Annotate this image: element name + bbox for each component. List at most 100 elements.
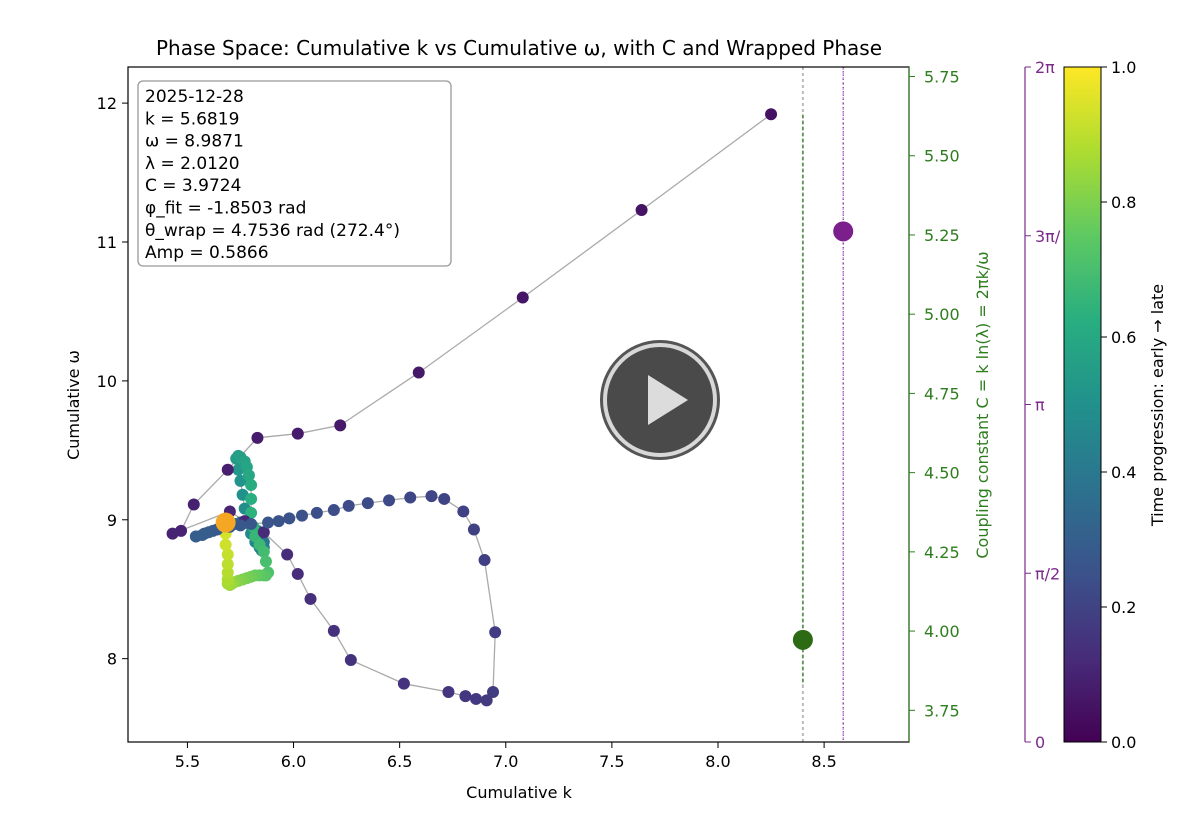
phase-tick-label: π bbox=[1035, 396, 1045, 415]
trajectory-point bbox=[478, 554, 491, 567]
trajectory-dense-point bbox=[245, 492, 258, 505]
trajectory-dense-point bbox=[259, 555, 272, 568]
x-tick-label: 7.0 bbox=[493, 752, 518, 771]
trajectory-point bbox=[342, 499, 355, 512]
y-tick-label: 11 bbox=[97, 233, 117, 252]
trajectory-point bbox=[635, 204, 648, 217]
trajectory-point bbox=[251, 431, 264, 444]
coupling-tick-label: 4.25 bbox=[924, 543, 960, 562]
trajectory-point bbox=[489, 626, 502, 639]
trajectory-point bbox=[272, 515, 285, 528]
coupling-tick-label: 5.25 bbox=[924, 226, 960, 245]
phase-tick-label: 3π/ bbox=[1035, 227, 1061, 246]
annotation-line: k = 5.6819 bbox=[145, 109, 239, 129]
trajectory-dense-point bbox=[257, 545, 270, 558]
trajectory-dense-point bbox=[245, 479, 258, 492]
trajectory-point bbox=[257, 526, 270, 539]
coupling-tick-label: 3.75 bbox=[924, 701, 960, 720]
trajectory-point bbox=[467, 523, 480, 536]
trajectory-dense-point bbox=[221, 558, 234, 571]
trajectory-point bbox=[425, 490, 438, 503]
x-axis-label: Cumulative k bbox=[466, 783, 572, 802]
y-tick-label: 8 bbox=[107, 650, 117, 669]
phase-tick-label: 0 bbox=[1035, 733, 1045, 752]
play-button[interactable] bbox=[603, 343, 717, 457]
annotation-line: λ = 2.0120 bbox=[145, 154, 240, 174]
trajectory-point bbox=[457, 505, 470, 518]
trajectory-dense-point bbox=[234, 474, 247, 487]
trajectory-point bbox=[383, 494, 396, 507]
trajectory-point bbox=[166, 527, 179, 540]
trajectory-point bbox=[397, 677, 410, 690]
trajectory-dense-point bbox=[245, 506, 258, 519]
trajectory-point bbox=[470, 692, 483, 705]
trajectory-point bbox=[234, 519, 247, 532]
trajectory-point bbox=[189, 530, 202, 543]
trajectory-point bbox=[361, 497, 374, 510]
play-icon bbox=[648, 375, 688, 425]
trajectory-point bbox=[221, 463, 234, 476]
trajectory-point bbox=[245, 517, 258, 530]
trajectory-dense-point bbox=[221, 566, 234, 579]
trajectory-point bbox=[304, 592, 317, 605]
phase-value-marker bbox=[833, 221, 854, 242]
x-tick-label: 7.5 bbox=[599, 752, 624, 771]
y-tick-label: 10 bbox=[97, 372, 117, 391]
annotation-line: θ_wrap = 4.7536 rad (272.4°) bbox=[145, 221, 400, 241]
coupling-tick-label: 5.75 bbox=[924, 68, 960, 87]
coupling-axis-label: Coupling constant C = k ln(λ) = 2πk/ω bbox=[973, 251, 992, 558]
trajectory-point bbox=[344, 654, 357, 667]
trajectory-point bbox=[480, 694, 493, 707]
trajectory-dense-point bbox=[221, 548, 234, 561]
colorbar-tick-label: 0.0 bbox=[1111, 733, 1136, 752]
trajectory-point bbox=[327, 624, 340, 637]
trajectory-point bbox=[283, 512, 296, 525]
x-tick-label: 8.0 bbox=[705, 752, 730, 771]
coupling-tick-label: 5.50 bbox=[924, 147, 960, 166]
trajectory-point bbox=[412, 366, 425, 379]
trajectory-point bbox=[442, 686, 455, 698]
phase-tick-label: π/2 bbox=[1035, 564, 1060, 583]
trajectory-point bbox=[404, 491, 417, 504]
annotation-line: φ_fit = -1.8503 rad bbox=[145, 199, 306, 219]
trajectory-point bbox=[487, 686, 500, 698]
colorbar-tick-label: 0.4 bbox=[1111, 463, 1136, 482]
trajectory-point bbox=[187, 498, 200, 511]
trajectory-point bbox=[334, 419, 347, 432]
y-axis-label: Cumulative ω bbox=[64, 350, 83, 460]
coupling-tick-label: 5.00 bbox=[924, 305, 960, 324]
trajectory-point bbox=[516, 291, 529, 304]
trajectory-point bbox=[438, 492, 451, 505]
trajectory-point bbox=[281, 548, 294, 561]
x-tick-label: 6.5 bbox=[387, 752, 412, 771]
trajectory-point bbox=[296, 509, 309, 522]
trajectory-point bbox=[262, 516, 275, 529]
trajectory-dense-point bbox=[242, 469, 255, 482]
x-tick-label: 8.5 bbox=[811, 752, 836, 771]
trajectory-dense-point bbox=[219, 538, 232, 551]
colorbar-tick-label: 0.8 bbox=[1111, 193, 1136, 212]
coupling-tick-label: 4.00 bbox=[924, 622, 960, 641]
annotation-line: C = 3.9724 bbox=[145, 176, 241, 196]
coupling-tick-label: 4.75 bbox=[924, 384, 960, 403]
coupling-tick-label: 4.50 bbox=[924, 464, 960, 483]
annotation-line: Amp = 0.5866 bbox=[145, 243, 269, 263]
trajectory-point bbox=[459, 690, 472, 703]
y-tick-label: 12 bbox=[97, 94, 117, 113]
x-tick-label: 5.5 bbox=[175, 752, 200, 771]
annotation-line: ω = 8.9871 bbox=[145, 132, 244, 152]
trajectory-point bbox=[765, 108, 778, 121]
colorbar-tick-label: 0.2 bbox=[1111, 598, 1136, 617]
phase-tick-label: 2π bbox=[1035, 58, 1055, 77]
colorbar-tick-label: 1.0 bbox=[1111, 58, 1136, 77]
colorbar-label: Time progression: early → late bbox=[1148, 284, 1167, 527]
annotation-line: 2025-12-28 bbox=[145, 87, 244, 107]
colorbar bbox=[1063, 66, 1102, 743]
trajectory-point bbox=[291, 427, 304, 440]
colorbar-tick-label: 0.6 bbox=[1111, 328, 1136, 347]
current-state-marker bbox=[215, 512, 236, 533]
coupling-value-marker bbox=[792, 629, 813, 650]
chart-title: Phase Space: Cumulative k vs Cumulative … bbox=[156, 36, 882, 60]
